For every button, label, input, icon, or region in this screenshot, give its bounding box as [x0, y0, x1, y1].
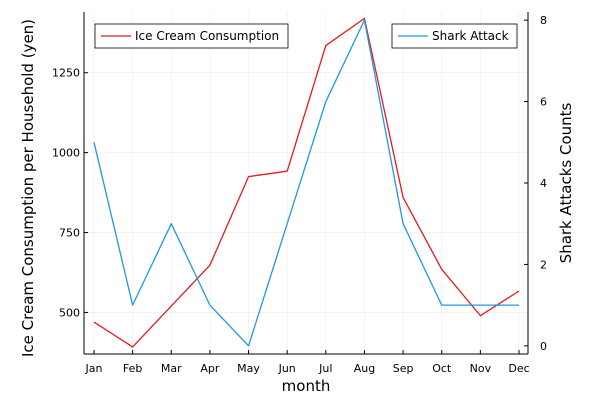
x-tick-label: Jan	[85, 362, 103, 375]
shark-attack-line	[94, 20, 519, 346]
x-tick-label: Jul	[318, 362, 332, 375]
right-y-tick-label: 8	[540, 14, 547, 27]
legend-label: Ice Cream Consumption	[135, 29, 279, 43]
x-tick-label: Oct	[432, 362, 452, 375]
left-y-tick-label: 750	[59, 227, 80, 240]
legend-right: Shark Attack	[392, 24, 517, 48]
left-y-axis-title: Ice Cream Consumption per Household (yen…	[19, 19, 37, 357]
x-tick-label: May	[237, 362, 260, 375]
right-y-tick-label: 2	[540, 258, 547, 271]
ice-cream-line	[94, 18, 519, 347]
left-y-tick-label: 500	[59, 306, 80, 319]
right-y-tick-label: 0	[540, 340, 547, 353]
x-axis-title: month	[282, 377, 331, 395]
series-layer	[94, 18, 519, 347]
chart: Jan Feb Mar Apr May Jun Jul Aug Sep Oct Nov Dec 500 7…	[0, 0, 600, 400]
x-tick-label: Jun	[278, 362, 296, 375]
axes: Jan Feb Mar Apr May Jun Jul Aug Sep Oct Nov Dec 500 7…	[52, 12, 547, 375]
x-tick-label: Apr	[200, 362, 220, 375]
x-tick-label: Feb	[123, 362, 142, 375]
right-y-axis-title: Shark Attacks Counts	[557, 102, 575, 263]
right-y-tick-label: 4	[540, 177, 547, 190]
x-tick-label: Mar	[161, 362, 182, 375]
left-y-tick-label: 1250	[52, 67, 80, 80]
legend-left: Ice Cream Consumption	[95, 24, 288, 48]
x-tick-label: Aug	[354, 362, 375, 375]
left-y-tick-label: 1000	[52, 147, 80, 160]
x-tick-label: Nov	[470, 362, 492, 375]
x-tick-label: Dec	[508, 362, 529, 375]
right-y-tick-label: 6	[540, 96, 547, 109]
legends: Ice Cream Consumption Shark Attack	[95, 24, 517, 48]
x-tick-label: Sep	[393, 362, 414, 375]
legend-label: Shark Attack	[432, 29, 509, 43]
grid	[84, 12, 528, 354]
